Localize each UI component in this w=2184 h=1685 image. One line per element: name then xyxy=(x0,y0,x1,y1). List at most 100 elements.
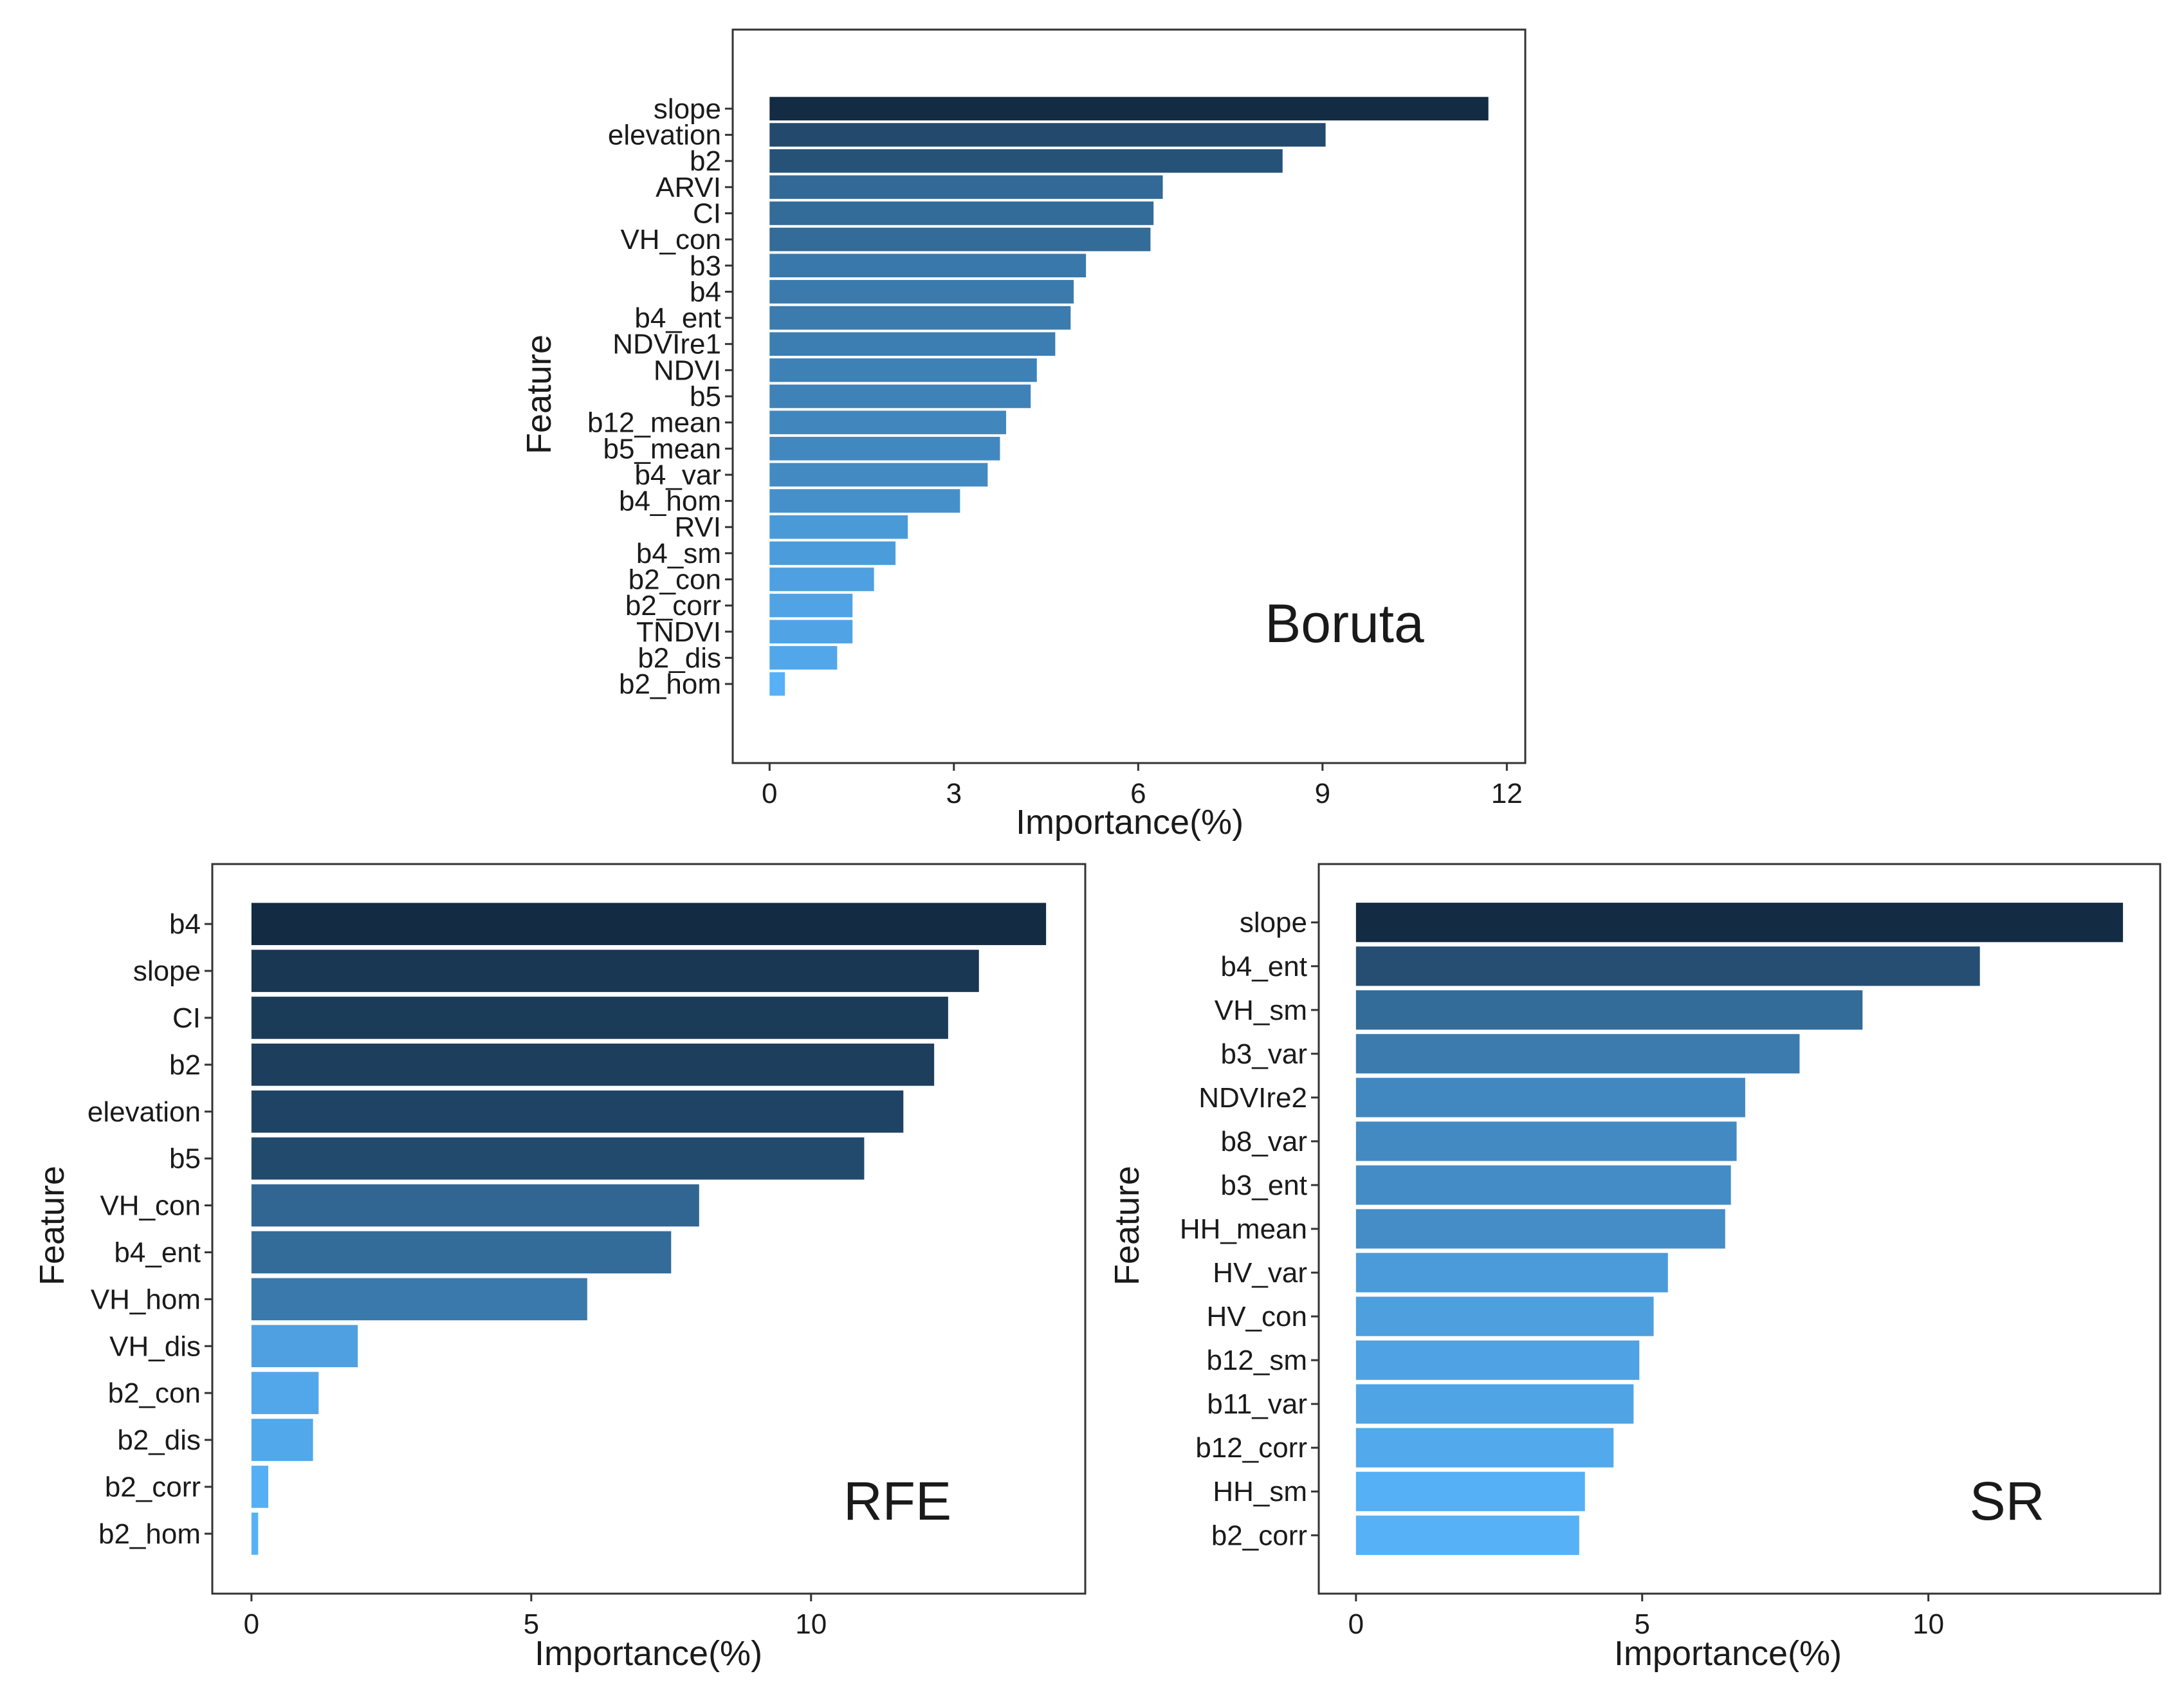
boruta-bar-ndvire1 xyxy=(769,332,1056,356)
rfe-plot-frame xyxy=(211,863,1087,1595)
sr-category-label: HV_var xyxy=(1213,1257,1307,1289)
boruta-bar-b4-sm xyxy=(769,541,896,566)
sr-bar-b4-ent xyxy=(1355,946,1980,986)
sr-bar-hh-mean xyxy=(1355,1209,1725,1249)
rfe-bars xyxy=(251,903,1047,1555)
boruta-category-label: NDVI xyxy=(654,354,721,386)
rfe-bar-b2-con xyxy=(251,1372,319,1414)
rfe-ticks: b4 slope CI b2 elevation b5 VH_con b4_ent VH_hom… xyxy=(87,908,827,1640)
boruta-category-label: b4_sm xyxy=(636,538,721,569)
boruta-category-label: b2_hom xyxy=(619,668,721,700)
boruta-bar-vh-con xyxy=(769,227,1151,252)
boruta-category-label: b2_dis xyxy=(638,642,721,674)
rfe-category-label: slope xyxy=(133,955,201,987)
sr-category-label: b2_corr xyxy=(1211,1520,1307,1551)
boruta-bar-b12-mean xyxy=(769,410,1006,434)
rfe-category-label: b2 xyxy=(169,1049,201,1081)
boruta-category-label: b4_var xyxy=(634,459,721,491)
boruta-category-label: NDVIre1 xyxy=(612,329,721,360)
boruta-category-label: b3 xyxy=(690,250,721,282)
boruta-x-tick-label: 12 xyxy=(1491,778,1523,809)
sr-category-label: HH_sm xyxy=(1213,1476,1307,1507)
sr-category-label: b3_ent xyxy=(1220,1170,1307,1201)
rfe-bar-ci xyxy=(251,997,948,1039)
sr-bar-b2-corr xyxy=(1355,1515,1579,1555)
rfe-category-label: b2_corr xyxy=(105,1471,201,1503)
rfe-category-label: VH_hom xyxy=(91,1284,201,1315)
sr-bar-hh-sm xyxy=(1355,1471,1585,1511)
rfe-bar-b5 xyxy=(251,1137,865,1180)
sr-x-tick-label: 5 xyxy=(1634,1608,1649,1640)
boruta-bar-b5 xyxy=(769,384,1031,409)
boruta-category-label: b4 xyxy=(690,276,721,308)
boruta-bar-ndvi xyxy=(769,358,1037,382)
boruta-bar-b2-dis xyxy=(769,646,838,670)
rfe-category-label: b4 xyxy=(169,908,201,940)
sr-ticks: slope b4_ent VH_sm b3_var NDVIre2 b8_var b3_en… xyxy=(1180,907,1944,1640)
boruta-bar-rvi xyxy=(769,515,908,539)
rfe-bar-vh-hom xyxy=(251,1278,587,1321)
sr-x-tick-label: 10 xyxy=(1913,1608,1944,1640)
boruta-category-label: b4_hom xyxy=(619,486,721,517)
rfe-category-label: b5 xyxy=(169,1143,201,1175)
sr-bar-b3-var xyxy=(1355,1034,1800,1074)
rfe-bar-b2-corr xyxy=(251,1466,268,1508)
sr-x-tick-label: 0 xyxy=(1348,1608,1364,1640)
rfe-category-label: VH_dis xyxy=(109,1331,201,1362)
sr-category-label: slope xyxy=(1240,907,1307,939)
boruta-bar-ci xyxy=(769,201,1154,225)
boruta-bar-b4 xyxy=(769,280,1074,304)
boruta-bar-b2-hom xyxy=(769,672,785,696)
panel-rfe: b4 slope CI b2 elevation b5 VH_con b4_ent VH_hom… xyxy=(33,863,1087,1673)
boruta-x-tick-label: 3 xyxy=(946,778,962,809)
sr-category-label: b8_var xyxy=(1220,1126,1307,1157)
sr-category-label: NDVIre2 xyxy=(1198,1082,1307,1114)
boruta-category-label: CI xyxy=(693,198,721,229)
rfe-category-label: VH_con xyxy=(100,1190,201,1222)
sr-bar-b12-corr xyxy=(1355,1428,1614,1468)
boruta-category-label: b2_con xyxy=(629,564,721,596)
rfe-bar-b4-ent xyxy=(251,1231,672,1274)
boruta-bar-elevation xyxy=(769,123,1326,147)
rfe-bar-vh-dis xyxy=(251,1325,358,1368)
boruta-bar-b4-ent xyxy=(769,306,1071,330)
boruta-x-axis-title: Importance(%) xyxy=(1016,803,1243,842)
boruta-bar-slope xyxy=(769,97,1489,121)
boruta-bar-b2-con xyxy=(769,567,874,591)
boruta-bar-b3 xyxy=(769,253,1087,278)
rfe-bar-slope xyxy=(251,950,979,992)
rfe-category-label: b4_ent xyxy=(114,1237,201,1268)
sr-category-label: HH_mean xyxy=(1180,1213,1307,1245)
rfe-bar-vh-con xyxy=(251,1184,699,1227)
boruta-y-axis-title: Feature xyxy=(520,335,558,454)
boruta-bar-b2-corr xyxy=(769,593,853,618)
boruta-panel-label: Boruta xyxy=(1265,593,1424,654)
sr-panel-label: SR xyxy=(1970,1471,2045,1531)
boruta-category-label: VH_con xyxy=(620,224,721,255)
rfe-category-label: b2_dis xyxy=(117,1424,201,1456)
rfe-bar-b2-dis xyxy=(251,1419,313,1461)
sr-bar-hv-var xyxy=(1355,1253,1668,1293)
rfe-bar-b2-hom xyxy=(251,1513,259,1555)
boruta-bar-b4-var xyxy=(769,463,988,487)
sr-bar-slope xyxy=(1355,903,2124,943)
boruta-bar-b4-hom xyxy=(769,489,960,513)
panel-boruta: slopeelevationb2ARVICIVH_conb3b4b4_entND… xyxy=(520,28,1527,842)
boruta-category-label: b4_ent xyxy=(634,302,721,334)
rfe-bar-b4 xyxy=(251,903,1047,945)
boruta-category-label: elevation xyxy=(608,120,721,151)
boruta-x-tick-label: 6 xyxy=(1130,778,1146,809)
sr-category-label: b4_ent xyxy=(1220,951,1307,982)
boruta-category-label: slope xyxy=(654,93,721,125)
rfe-y-axis-title: Feature xyxy=(33,1166,71,1285)
boruta-category-label: b5 xyxy=(690,381,721,412)
boruta-category-label: RVI xyxy=(674,511,721,543)
rfe-category-label: CI xyxy=(172,1002,201,1034)
sr-bar-b8-var xyxy=(1355,1121,1737,1161)
sr-category-label: HV_con xyxy=(1206,1301,1307,1332)
sr-bar-ndvire2 xyxy=(1355,1078,1745,1118)
boruta-bar-tndvi xyxy=(769,620,853,644)
sr-bar-hv-con xyxy=(1355,1296,1654,1336)
rfe-x-axis-title: Importance(%) xyxy=(535,1634,762,1673)
